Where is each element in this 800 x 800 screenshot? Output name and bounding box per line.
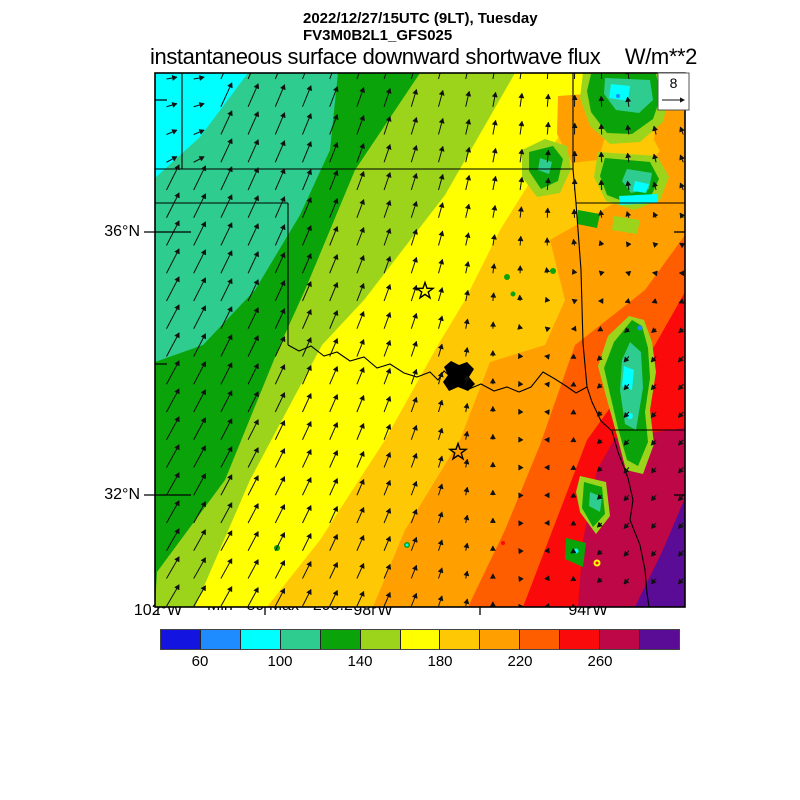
cloud-patch	[633, 181, 649, 193]
state-border	[586, 386, 650, 607]
lat-tick-label: 36°N	[104, 223, 140, 240]
colorbar-segment	[520, 630, 561, 649]
cloud-speck	[595, 561, 599, 565]
plot-units-label: W/m**2	[624, 44, 698, 69]
colorbar-segment	[440, 630, 481, 649]
colorbar-segment	[320, 630, 361, 649]
colorbar-segment	[480, 630, 521, 649]
cloud-speck	[550, 268, 556, 274]
plot-model-title: FV3M0B2L1_GFS025	[303, 27, 453, 44]
colorbar-segment	[200, 630, 241, 649]
flux-band	[635, 498, 685, 607]
plot-main-title: instantaneous surface downward shortwave…	[150, 44, 601, 69]
cloud-patch	[619, 194, 658, 205]
wind-reference-value: 8	[670, 75, 678, 91]
colorbar-tick-label: 140	[347, 653, 373, 670]
colorbar-segment	[360, 630, 401, 649]
colorbar-segment	[240, 630, 281, 649]
state-border	[575, 202, 588, 388]
city-star-marker	[414, 280, 436, 300]
cloud-speck	[405, 543, 409, 547]
cloud-speck	[616, 94, 620, 98]
colorbar-tick-label: 180	[427, 653, 453, 670]
cloud-patch	[609, 84, 630, 101]
colorbar-tick-label: 100	[267, 653, 293, 670]
lat-tick-label: 32°N	[104, 486, 140, 503]
colorbar-segment	[400, 630, 441, 649]
lake-texoma	[443, 361, 475, 391]
cloud-patch	[577, 210, 600, 228]
colorbar-tick-label: 220	[507, 653, 533, 670]
colorbar-segment	[280, 630, 321, 649]
cloud-patch	[622, 366, 634, 390]
colorbar-segment	[560, 630, 601, 649]
colorbar-segment	[600, 630, 641, 649]
wind-reference-arrowhead	[680, 97, 685, 103]
cloud-speck	[637, 325, 643, 331]
map-field	[155, 73, 685, 607]
colorbar	[160, 629, 680, 650]
cloud-speck	[627, 413, 633, 419]
cloud-patch	[612, 216, 640, 234]
plot-datetime-title: 2022/12/27/15UTC (9LT), Tuesday	[303, 10, 538, 27]
colorbar-segment	[161, 630, 201, 649]
cloud-speck	[510, 291, 516, 297]
cloud-speck	[504, 274, 510, 280]
city-star-marker	[447, 441, 469, 461]
cloud-speck	[501, 541, 505, 545]
wind-vector-layer	[166, 73, 685, 607]
map-frame	[154, 72, 686, 608]
wind-reference-box	[657, 72, 690, 111]
cloud-patch	[538, 158, 552, 174]
colorbar-segment	[640, 630, 679, 649]
colorbar-tick-label: 60	[191, 653, 209, 670]
colorbar-tick-label: 260	[587, 653, 613, 670]
